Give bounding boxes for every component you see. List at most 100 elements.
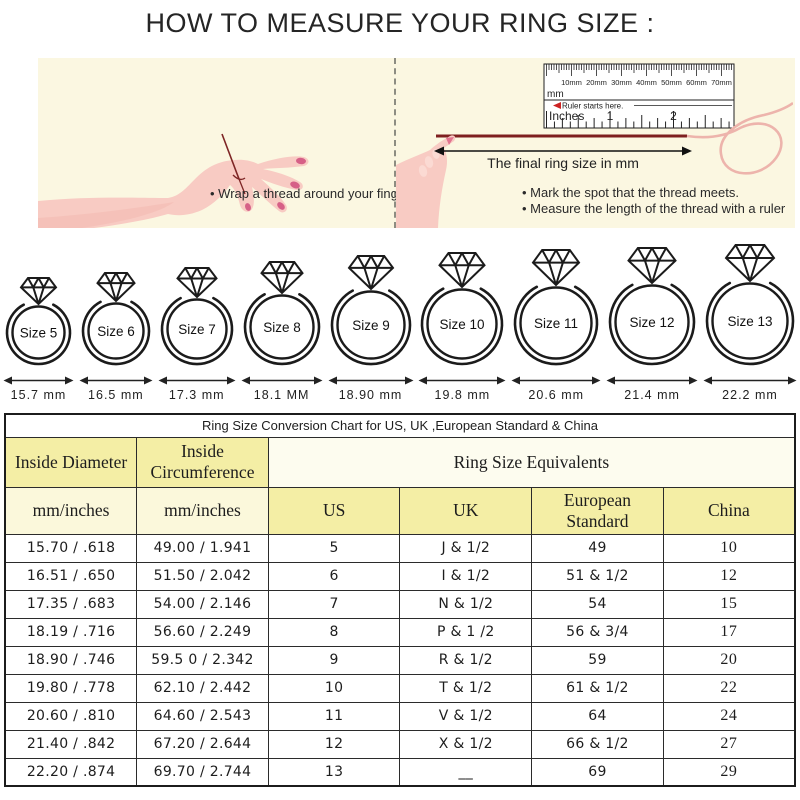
ring-inner-band bbox=[11, 305, 66, 360]
diameter-arrow-icon bbox=[606, 376, 698, 385]
arrow-head-icon bbox=[241, 376, 250, 385]
ring-size-label: Size 7 bbox=[178, 322, 216, 337]
table-row: 22.20 / .874 69.70 / 2.744 13 __ 69 29 bbox=[4, 757, 796, 787]
diamond-facets bbox=[356, 255, 385, 270]
table-cell: 24 bbox=[662, 701, 796, 731]
ring-inner-band bbox=[519, 286, 593, 360]
arrow-head-icon bbox=[497, 376, 506, 385]
pointing-hand-silhouette bbox=[396, 135, 456, 228]
mm-label: 60mm bbox=[686, 78, 707, 87]
ruler-mm-unit: mm bbox=[547, 89, 564, 100]
table-cell: R & 1/2 bbox=[399, 645, 533, 675]
table-cell: N & 1/2 bbox=[399, 589, 533, 619]
header-units-circumference: mm/inches bbox=[136, 486, 269, 535]
header-european-standard: European Standard bbox=[531, 486, 664, 535]
diamond-ring-icon: Size 7 bbox=[160, 267, 234, 366]
diamond-facets bbox=[184, 267, 210, 281]
ring-size-label: Size 9 bbox=[352, 318, 390, 333]
mm-label: 20mm bbox=[586, 78, 607, 87]
table-cell: X & 1/2 bbox=[399, 729, 533, 759]
ruler-mm-ticks bbox=[546, 64, 732, 76]
knuckle-highlight bbox=[424, 156, 434, 168]
arm-shading bbox=[38, 202, 174, 228]
diamond-ring-icon: Size 8 bbox=[243, 261, 320, 366]
diamond-facets bbox=[32, 287, 45, 305]
table-cell: 69 bbox=[531, 757, 664, 787]
ring-outer-band bbox=[608, 283, 696, 366]
table-cell: V & 1/2 bbox=[399, 701, 533, 731]
diamond-facets bbox=[548, 262, 565, 286]
diamond-facets bbox=[541, 249, 571, 265]
table-cell: 9 bbox=[267, 645, 401, 675]
page-title: HOW TO MEASURE YOUR RING SIZE : bbox=[145, 8, 655, 38]
thread-line bbox=[221, 133, 240, 180]
hand-with-thread-illustration bbox=[38, 133, 309, 228]
fingernail bbox=[296, 157, 306, 165]
instruction-panels: • Wrap a thread around your finger 10mm 2… bbox=[38, 58, 795, 228]
arrow-head-icon bbox=[158, 376, 167, 385]
header-inside-circumference: Inside Circumference bbox=[136, 436, 269, 488]
table-cell: 56 & 3/4 bbox=[531, 617, 664, 647]
table-cell: 64.60 / 2.543 bbox=[136, 701, 269, 731]
diamond-facets bbox=[175, 267, 218, 299]
ruler-inches-label: Inches bbox=[549, 109, 584, 123]
ruler-start-marker-icon bbox=[553, 102, 561, 109]
table-cell: 13 bbox=[267, 757, 401, 787]
table-cell: P & 1 /2 bbox=[399, 617, 533, 647]
table-cell: 64 bbox=[531, 701, 664, 731]
diamond-facets bbox=[627, 247, 677, 285]
arrow-head-icon bbox=[703, 376, 712, 385]
diamond-facets bbox=[27, 277, 50, 290]
diamond-facets bbox=[103, 272, 128, 286]
table-cell: 62.10 / 2.442 bbox=[136, 673, 269, 703]
diamond-facets bbox=[447, 252, 477, 268]
table-cell: 15.70 / .618 bbox=[4, 533, 138, 563]
mm-label: 10mm bbox=[561, 78, 582, 87]
inch-number: 1 bbox=[607, 109, 614, 123]
diameter-arrow-icon bbox=[158, 376, 236, 385]
bullet-text: • Mark the spot that the thread meets. bbox=[522, 185, 739, 200]
fingernail bbox=[245, 203, 251, 211]
ring-item-size-13: Size 13 22.2 mm bbox=[703, 244, 797, 402]
ring-size-label: Size 10 bbox=[440, 317, 485, 332]
bullet-text: • Wrap a thread around your finger bbox=[210, 186, 410, 201]
diamond-facets bbox=[96, 272, 136, 303]
header-uk: UK bbox=[399, 486, 533, 535]
ruler-body bbox=[543, 63, 735, 129]
diamond-facets bbox=[362, 267, 379, 290]
knuckle-highlight bbox=[418, 165, 428, 177]
diameter-arrow-icon bbox=[241, 376, 323, 385]
panel-wrap-thread: • Wrap a thread around your finger bbox=[38, 58, 409, 228]
table-cell: 10 bbox=[267, 673, 401, 703]
ring-inner-band bbox=[426, 288, 499, 360]
table-cell: 20 bbox=[662, 645, 796, 675]
fingernail bbox=[446, 137, 454, 145]
arrow-head-right-icon bbox=[682, 146, 692, 156]
ring-diameter-mm: 19.8 mm bbox=[434, 388, 491, 402]
diamond-facets bbox=[109, 282, 123, 302]
table-row: 17.35 / .683 54.00 / 2.146 7 N & 1/2 54 15 bbox=[4, 589, 796, 619]
table-cell: 20.60 / .810 bbox=[4, 701, 138, 731]
ruler-mm-labels: 10mm 20mm 30mm 40mm 50mm 60mm 70mm bbox=[561, 78, 732, 87]
table-cell: 5 bbox=[267, 533, 401, 563]
ring-item-size-9: Size 9 18.90 mm bbox=[328, 255, 414, 402]
ring-inner-band bbox=[248, 294, 315, 360]
final-size-arrow-label: The final ring size in mm bbox=[487, 155, 639, 171]
diamond-ring-icon: Size 9 bbox=[330, 255, 411, 366]
left-panel-bullets: • Wrap a thread around your finger bbox=[210, 186, 409, 202]
panel-measure-ruler: 10mm 20mm 30mm 40mm 50mm 60mm 70mm mm Ruler st… bbox=[396, 58, 793, 228]
table-row: 15.70 / .618 49.00 / 1.941 5 J & 1/2 49 10 bbox=[4, 533, 796, 563]
arrow-head-icon bbox=[328, 376, 337, 385]
table-cell: 61 & 1/2 bbox=[531, 673, 664, 703]
arrow-head-icon bbox=[511, 376, 521, 385]
ring-item-size-6: Size 6 16.5 mm bbox=[79, 272, 153, 402]
table-cell: 51 & 1/2 bbox=[531, 561, 664, 591]
table-cell: 15 bbox=[662, 589, 796, 619]
ring-size-label: Size 11 bbox=[534, 316, 578, 331]
ring-outer-band bbox=[705, 281, 795, 366]
table-cell: 10 bbox=[662, 533, 796, 563]
ring-item-size-11: Size 11 20.6 mm bbox=[511, 249, 601, 402]
arrow-head-icon bbox=[592, 376, 601, 385]
table-cell: 16.51 / .650 bbox=[4, 561, 138, 591]
